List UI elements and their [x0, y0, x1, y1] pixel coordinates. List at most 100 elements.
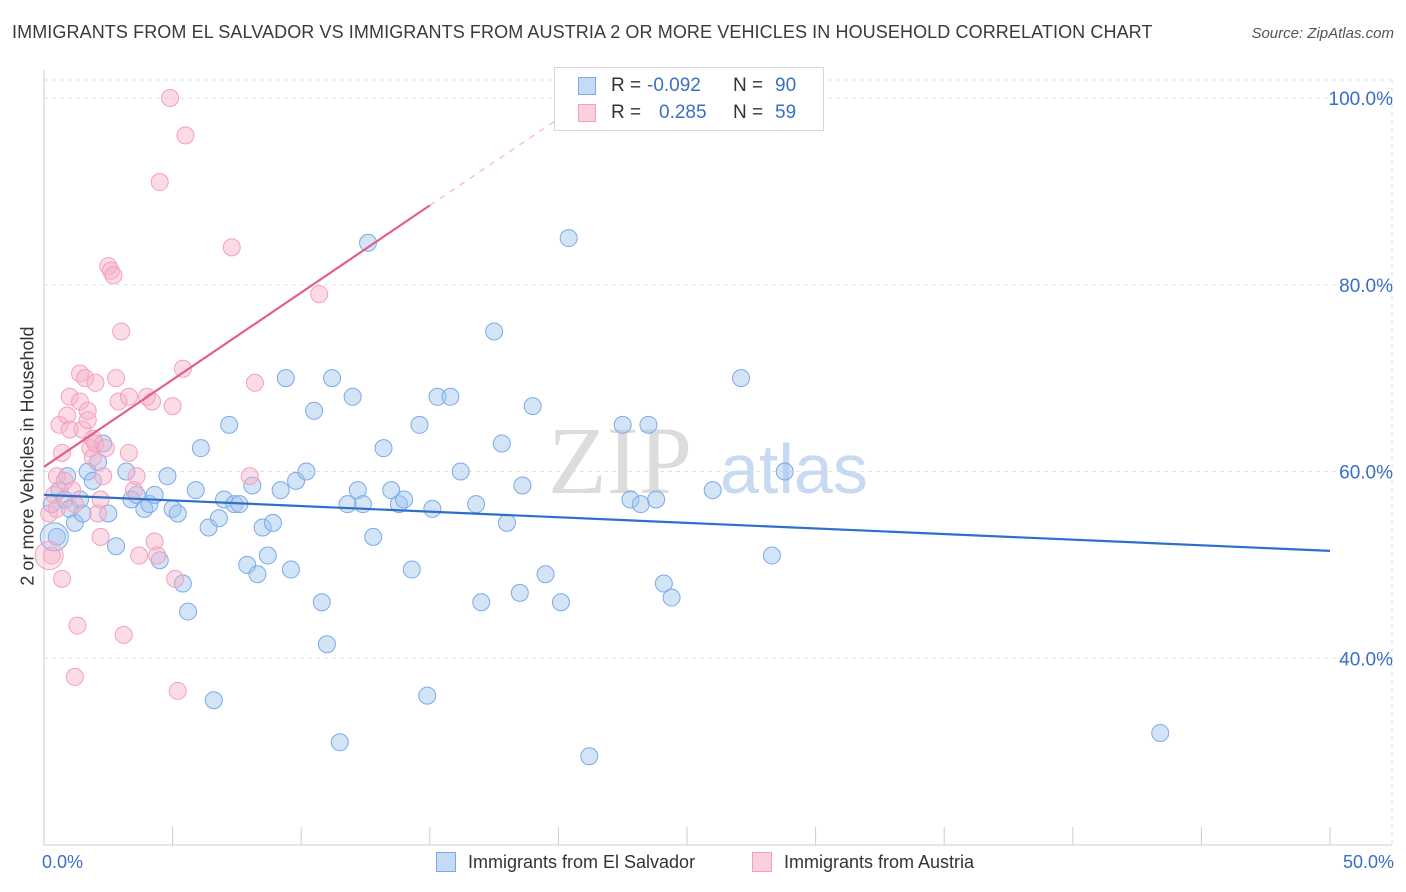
austria-point [130, 546, 149, 565]
austria-point [127, 467, 146, 486]
y-tick-label: 80.0% [1339, 276, 1393, 297]
austria-point [96, 439, 115, 458]
el-salvador-point [423, 499, 442, 518]
austria-point [91, 527, 110, 546]
austria-point [78, 401, 97, 420]
austria-point [310, 285, 329, 304]
el-salvador-point [631, 495, 650, 514]
n-value: 59 [775, 102, 797, 123]
el-salvador-point [248, 565, 267, 584]
el-salvador-point [312, 593, 331, 612]
austria-point [112, 322, 131, 341]
x-tick-label-min: 0.0% [42, 852, 84, 872]
austria-point [119, 387, 138, 406]
austria-point [168, 681, 187, 700]
el-salvador-point [99, 504, 118, 523]
el-salvador-point [179, 602, 198, 621]
austria-point [143, 392, 162, 411]
austria-point [145, 532, 164, 551]
legend-label: Immigrants from El Salvador [468, 852, 696, 872]
r-label: R = [611, 102, 642, 123]
el-salvador-point [559, 229, 578, 248]
el-salvador-point [258, 546, 277, 565]
austria-point [76, 369, 95, 388]
el-salvador-point [775, 462, 794, 481]
austria-trend-line [43, 204, 431, 468]
austria-point [222, 238, 241, 257]
legend-label: Immigrants from Austria [784, 852, 975, 872]
stats-box: R = -0.092 N = 90 R = 0.285 N = 59 [554, 67, 824, 131]
el-salvador-point [353, 495, 372, 514]
el-salvador-point [191, 439, 210, 458]
el-salvador-point [382, 481, 401, 500]
el-salvador-point [107, 537, 126, 556]
austria-point [114, 625, 133, 644]
legend-item-austria[interactable]: Immigrants from Austria [752, 852, 974, 873]
austria-point [47, 499, 66, 518]
el-salvador-point [374, 439, 393, 458]
r-label: R = [611, 75, 642, 96]
r-value: 0.285 [659, 102, 707, 123]
austria-point [68, 616, 87, 635]
austria-point [60, 387, 79, 406]
el-salvador-point [732, 369, 751, 388]
austria-point [173, 359, 192, 378]
austria-point [245, 373, 264, 392]
grid-layer [44, 79, 1393, 845]
austria-point [166, 569, 185, 588]
austria-point [60, 420, 79, 439]
austria-point [109, 392, 128, 411]
austria-point [91, 490, 110, 509]
el-salvador-point [73, 504, 92, 523]
el-salvador-point [662, 588, 681, 607]
el-salvador-point [199, 518, 218, 537]
watermark: ZIP atlas [548, 407, 868, 514]
el-salvador-point [150, 551, 169, 570]
austria-point [73, 420, 92, 439]
el-salvador-point [323, 369, 342, 388]
y-tick-label: 40.0% [1339, 649, 1393, 670]
el-salvador-point [451, 462, 470, 481]
el-salvador-point [330, 733, 349, 752]
el-salvador-point [762, 546, 781, 565]
austria-point [104, 266, 123, 285]
austria-swatch [578, 104, 596, 122]
austria-point [99, 257, 118, 276]
austria-point [63, 481, 82, 500]
austria-point [55, 471, 74, 490]
el-salvador-point [317, 635, 336, 654]
el-salvador-point [204, 691, 223, 710]
r-value: -0.092 [647, 75, 701, 96]
austria-point [58, 406, 77, 425]
legend-item-el-salvador[interactable]: Immigrants from El Salvador [436, 852, 695, 873]
axis-layer [43, 70, 1392, 846]
watermark-zip: ZIP [548, 407, 692, 514]
austria-point [150, 173, 169, 192]
austria-point [161, 89, 180, 107]
austria-point [176, 126, 195, 145]
el-salvador-point [510, 583, 529, 602]
el-salvador-point [647, 490, 666, 509]
austria-point [53, 569, 72, 588]
el-salvador-point [348, 481, 367, 500]
el-salvador-point [1151, 723, 1170, 742]
el-salvador-point [39, 522, 69, 552]
el-salvador-point [485, 322, 504, 341]
el-salvador-point [613, 415, 632, 434]
el-salvador-point [65, 513, 84, 532]
el-salvador-point [305, 401, 324, 420]
y-tick-labels: 40.0% 60.0% 80.0% 100.0% [1329, 89, 1394, 670]
el-salvador-point [467, 495, 486, 514]
austria-point [119, 443, 138, 462]
el-salvador-point [271, 481, 290, 500]
austria-point [34, 541, 64, 571]
el-salvador-point [395, 490, 414, 509]
el-salvador-point [654, 574, 673, 593]
el-salvador-point [639, 415, 658, 434]
y-tick-label: 100.0% [1329, 89, 1394, 110]
el-salvador-point [263, 513, 282, 532]
y-axis-label: 2 or more Vehicles in Household [17, 326, 38, 586]
el-salvador-point [58, 467, 77, 486]
el-salvador-point [276, 369, 295, 388]
